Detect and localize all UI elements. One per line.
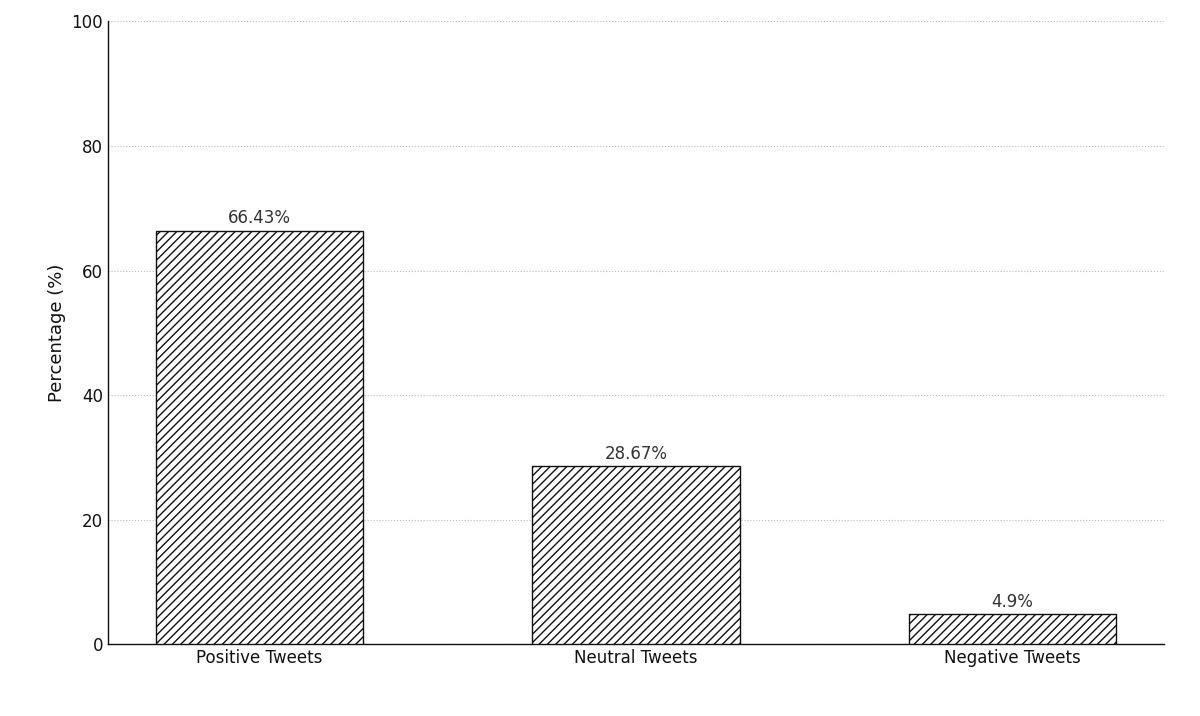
Bar xyxy=(533,466,739,644)
Text: 66.43%: 66.43% xyxy=(228,210,292,228)
Text: 4.9%: 4.9% xyxy=(991,593,1033,611)
Text: 28.67%: 28.67% xyxy=(605,445,667,463)
Bar xyxy=(156,231,364,644)
Y-axis label: Percentage (%): Percentage (%) xyxy=(48,263,66,402)
Bar xyxy=(908,614,1116,644)
